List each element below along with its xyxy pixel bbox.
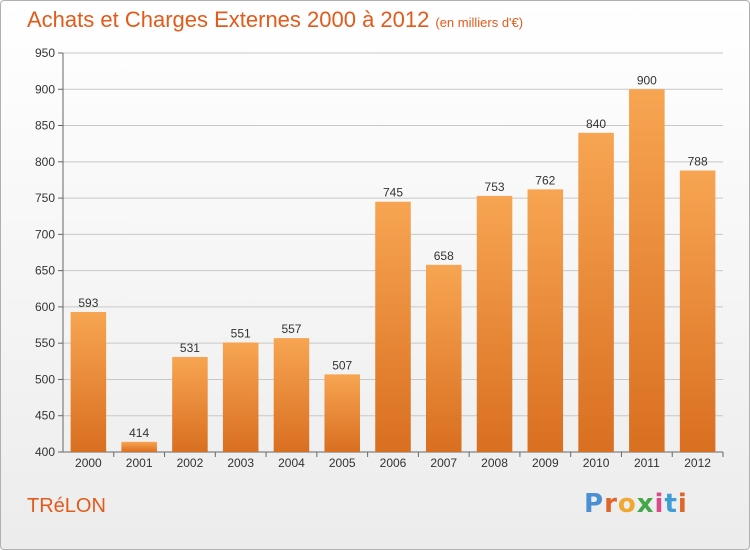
data-label: 593 bbox=[78, 296, 98, 310]
bar bbox=[222, 342, 259, 452]
x-tick-label: 2008 bbox=[481, 456, 508, 470]
x-tick-label: 2000 bbox=[75, 456, 102, 470]
data-labels: 593 414 531 551 557 507 745 658 753 762 840 900 788 bbox=[78, 73, 708, 440]
x-tick-label: 2012 bbox=[684, 456, 711, 470]
x-tick-label: 2006 bbox=[380, 456, 407, 470]
logo-letter: i bbox=[677, 489, 688, 519]
data-label: 745 bbox=[383, 186, 403, 200]
y-tick-label: 650 bbox=[35, 264, 55, 278]
x-tick-label: 2003 bbox=[227, 456, 254, 470]
data-label: 753 bbox=[485, 180, 505, 194]
x-tick-label: 2004 bbox=[278, 456, 305, 470]
bar bbox=[375, 201, 411, 452]
bar bbox=[679, 170, 716, 453]
data-label: 531 bbox=[180, 341, 200, 355]
data-label: 557 bbox=[281, 322, 301, 336]
data-label: 840 bbox=[586, 117, 606, 131]
data-label: 658 bbox=[434, 249, 454, 263]
y-tick-label: 400 bbox=[35, 445, 55, 459]
logo-letter: r bbox=[604, 489, 618, 519]
bar bbox=[121, 441, 157, 452]
y-tick-label: 800 bbox=[35, 155, 55, 169]
bar bbox=[172, 356, 208, 452]
y-tick-label: 850 bbox=[35, 119, 55, 133]
commune-name: TRéLON bbox=[27, 495, 106, 517]
x-tick-label: 2011 bbox=[634, 456, 660, 470]
bar bbox=[70, 311, 107, 452]
bar bbox=[273, 338, 310, 452]
logo-letter: t bbox=[664, 489, 678, 519]
data-label: 414 bbox=[129, 426, 149, 440]
y-tick-label: 950 bbox=[35, 46, 55, 60]
data-label: 762 bbox=[535, 173, 555, 187]
title-text: Achats et Charges Externes 2000 à 2012 bbox=[27, 7, 430, 32]
chart-title: Achats et Charges Externes 2000 à 2012 (e… bbox=[27, 7, 523, 33]
bars bbox=[70, 89, 716, 453]
y-tick-label: 700 bbox=[35, 227, 55, 241]
data-label: 900 bbox=[637, 73, 657, 87]
x-tick-label: 2007 bbox=[430, 456, 457, 470]
logo-letter: i bbox=[654, 489, 665, 519]
y-tick-label: 500 bbox=[35, 372, 55, 386]
bar bbox=[324, 374, 360, 452]
data-label: 788 bbox=[688, 155, 708, 169]
y-tick-label: 900 bbox=[35, 82, 55, 96]
bar bbox=[629, 89, 665, 452]
logo-letter: o bbox=[617, 489, 637, 519]
bar bbox=[578, 132, 614, 453]
bar bbox=[527, 189, 564, 453]
data-label: 551 bbox=[231, 326, 251, 340]
x-tick-label: 2002 bbox=[177, 456, 204, 470]
y-tick-label: 550 bbox=[35, 336, 55, 350]
x-tick-label: 2005 bbox=[329, 456, 356, 470]
x-tick-label: 2001 bbox=[126, 456, 153, 470]
data-label: 507 bbox=[332, 358, 352, 372]
logo-letter: x bbox=[636, 489, 655, 519]
y-tick-label: 600 bbox=[35, 300, 55, 314]
x-tick-label: 2010 bbox=[583, 456, 610, 470]
y-tick-label: 750 bbox=[35, 191, 55, 205]
x-tick-label: 2009 bbox=[532, 456, 559, 470]
bar bbox=[476, 195, 513, 452]
y-tick-label: 450 bbox=[35, 409, 55, 423]
title-unit: (en milliers d'€) bbox=[435, 15, 524, 30]
logo-letter: P bbox=[584, 489, 605, 519]
bar bbox=[426, 264, 462, 452]
proxiti-logo: Proxiti bbox=[584, 489, 688, 519]
